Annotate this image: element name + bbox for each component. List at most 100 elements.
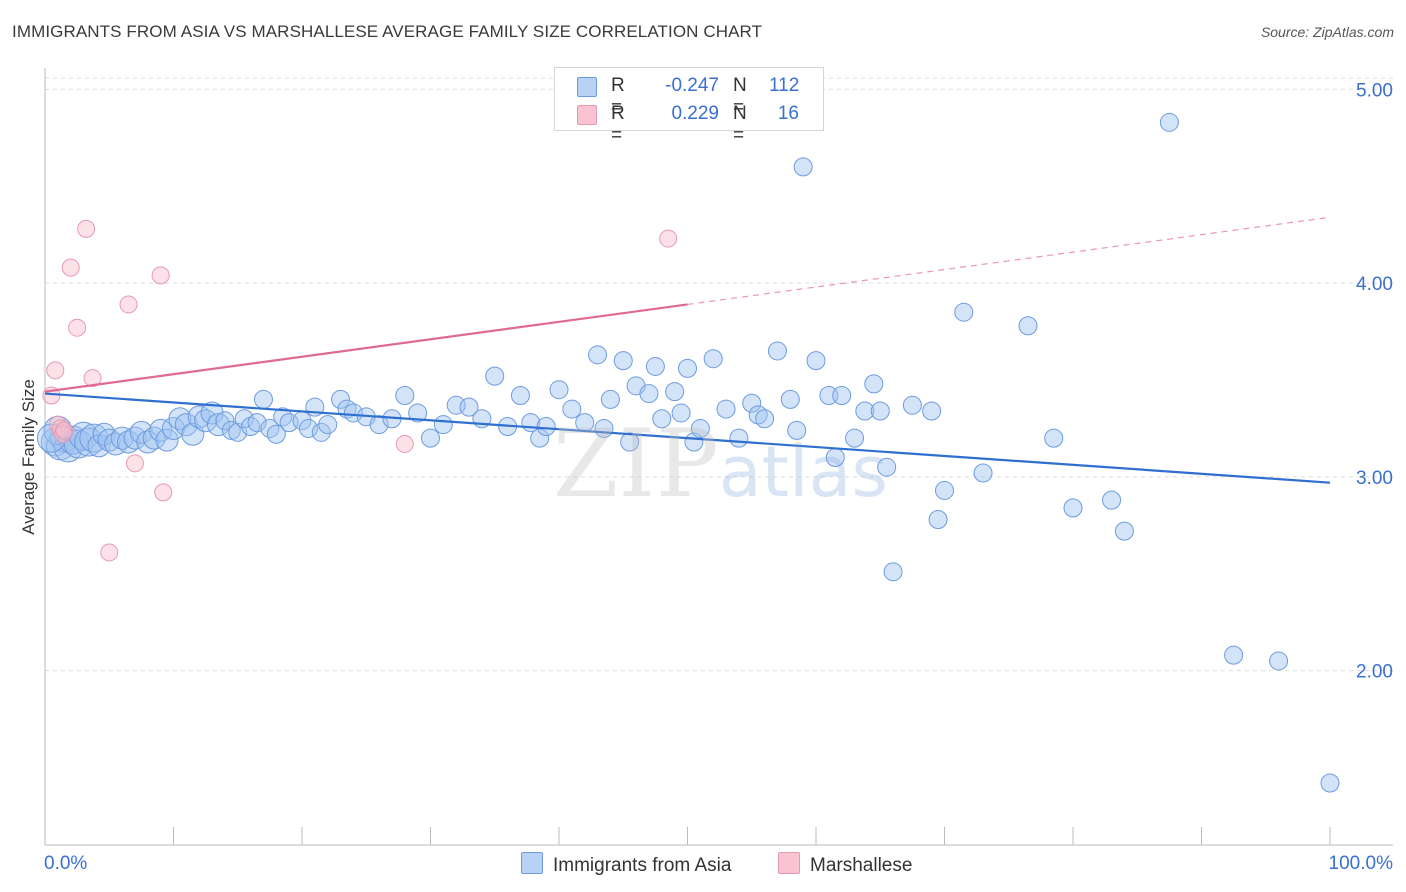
point-marshallese	[125, 454, 144, 473]
point-marshallese	[68, 318, 87, 337]
point-asia	[973, 463, 993, 483]
point-asia	[954, 302, 974, 322]
point-asia	[562, 399, 582, 419]
point-asia	[678, 358, 697, 378]
series-asia-points	[36, 112, 1340, 793]
series-marshallese-points	[42, 219, 678, 562]
point-asia	[855, 401, 875, 421]
legend-n-value: 16	[777, 103, 799, 124]
bottom-legend-label-asia: Immigrants from Asia	[553, 855, 732, 876]
point-marshallese	[77, 219, 96, 238]
point-asia	[87, 434, 111, 458]
point-asia	[266, 424, 286, 444]
point-asia	[645, 356, 665, 376]
point-asia	[110, 426, 134, 450]
point-asia	[922, 401, 942, 421]
point-marshallese	[83, 369, 102, 388]
point-asia	[716, 399, 736, 419]
point-asia	[536, 417, 556, 436]
point-asia	[755, 409, 775, 429]
point-asia	[459, 397, 479, 417]
point-asia	[155, 428, 179, 452]
point-asia	[864, 374, 884, 394]
grid-lines	[45, 77, 1393, 672]
point-asia	[652, 409, 672, 429]
point-asia	[793, 157, 813, 177]
point-asia	[395, 386, 415, 405]
point-asia	[600, 389, 620, 409]
point-asia	[318, 415, 338, 435]
point-asia	[253, 389, 273, 409]
point-asia	[780, 389, 800, 409]
legend-r-label: R =	[611, 103, 625, 146]
point-asia	[742, 393, 762, 413]
point-asia	[36, 423, 66, 453]
point-asia	[883, 562, 903, 582]
y-tick-label: 5.00	[1356, 80, 1393, 101]
point-asia	[1159, 112, 1179, 132]
point-asia	[433, 415, 453, 435]
tick-labels: 2.00 3.00 4.00 5.00 0.0% 100.0% Average Family…	[19, 80, 1393, 874]
bottom-legend-marshallese: Marshallese	[778, 852, 912, 877]
point-asia	[311, 422, 331, 442]
point-asia	[530, 428, 550, 448]
point-asia	[69, 421, 99, 451]
point-asia	[806, 351, 826, 371]
point-asia	[215, 411, 235, 431]
bottom-legend-asia: Immigrants from Asia	[521, 852, 731, 877]
point-asia	[200, 401, 224, 425]
point-asia	[1018, 316, 1038, 336]
point-marshallese	[61, 258, 80, 277]
point-asia	[234, 409, 254, 429]
point-marshallese	[46, 361, 65, 380]
point-asia	[369, 415, 389, 435]
point-marshallese	[154, 483, 173, 502]
axes	[44, 68, 1393, 846]
point-asia	[1063, 498, 1083, 518]
point-marshallese	[119, 295, 138, 314]
point-asia	[845, 428, 865, 448]
trend-line-marshallese-extrapolated	[687, 216, 1331, 306]
point-asia	[408, 403, 428, 423]
bottom-legend-swatch-asia	[521, 852, 543, 874]
point-asia	[639, 384, 659, 404]
legend-n-label: N =	[733, 103, 747, 146]
point-asia	[671, 403, 691, 423]
point-asia	[870, 401, 890, 421]
point-asia	[588, 345, 608, 365]
trend-line-asia	[44, 392, 1331, 484]
legend-swatch-marshallese	[577, 105, 597, 125]
point-asia	[832, 386, 852, 405]
watermark-atlas: atlas	[718, 431, 888, 513]
legend-swatch-asia	[577, 77, 597, 97]
point-asia	[1320, 773, 1340, 793]
point-asia	[549, 380, 569, 400]
point-asia	[703, 349, 723, 369]
point-asia	[1269, 651, 1289, 671]
point-marshallese	[659, 229, 678, 248]
point-asia	[690, 418, 710, 438]
point-asia	[117, 430, 141, 454]
legend-r-label: R =	[611, 75, 625, 118]
point-asia	[142, 426, 166, 450]
point-asia	[97, 428, 121, 452]
point-marshallese	[100, 543, 119, 562]
point-asia	[136, 430, 160, 454]
point-asia	[1044, 428, 1064, 448]
y-tick-label: 2.00	[1356, 662, 1393, 683]
x-tick-label-max: 100.0%	[1329, 853, 1394, 874]
legend-r-value: 0.229	[671, 103, 719, 124]
watermark: ZIPatlas	[553, 410, 888, 519]
trend-lines	[44, 216, 1331, 484]
y-axis-label: Average Family Size	[19, 379, 38, 535]
point-marshallese	[55, 421, 74, 440]
point-asia	[902, 395, 922, 415]
point-asia	[194, 409, 218, 433]
y-tick-label: 3.00	[1356, 468, 1393, 489]
point-asia	[767, 341, 787, 361]
point-asia	[510, 386, 530, 405]
point-asia	[1102, 490, 1122, 510]
point-asia	[928, 510, 948, 529]
watermark-zip: ZIP	[553, 410, 719, 519]
